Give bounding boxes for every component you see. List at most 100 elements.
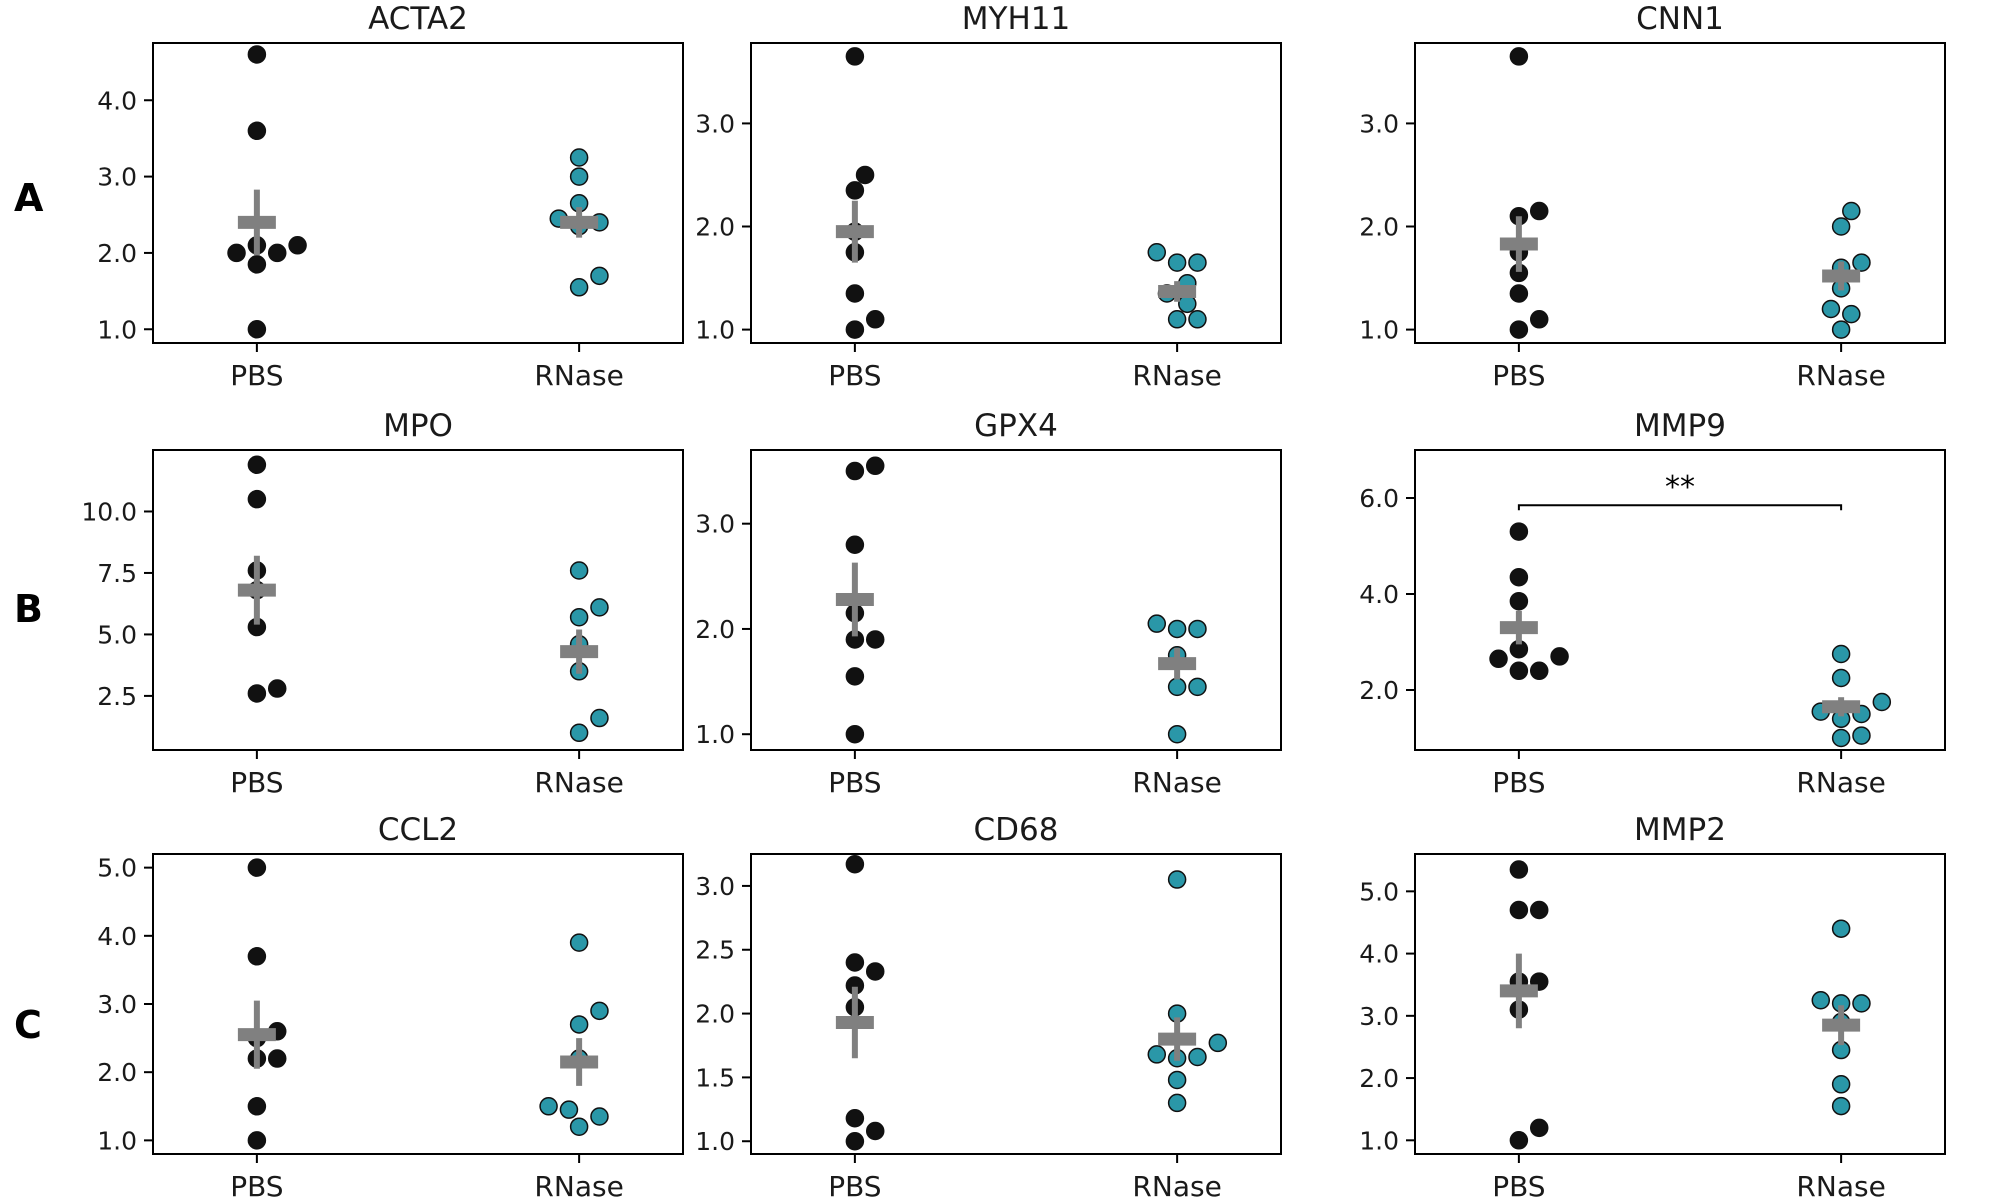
point-gpx4-rnase-4 [1167,677,1187,697]
point-mmp2-rnase-7 [1831,1096,1851,1116]
point-cd68-pbs-2 [865,962,885,981]
y-tick-label-mpo-3: 10.0 [81,497,137,526]
point-gpx4-pbs-7 [845,724,865,744]
plot-frame-myh11 [750,42,1282,344]
point-ccl2-rnase-6 [590,1107,609,1126]
point-cd68-pbs-1 [845,953,865,972]
point-myh11-pbs-1 [855,165,875,185]
panel-title-gpx4: GPX4 [974,408,1058,444]
y-tick-label-myh11-0: 1.0 [695,316,735,345]
point-acta2-rnase-7 [569,278,589,297]
point-mpo-pbs-1 [247,489,267,509]
point-gpx4-pbs-2 [845,535,865,554]
point-acta2-pbs-3 [288,236,307,255]
point-mmp9-pbs-7 [1529,661,1549,681]
point-ccl2-rnase-7 [569,1117,589,1136]
y-tick-label-acta2-2: 3.0 [97,163,137,192]
point-mpo-pbs-6 [247,684,267,703]
y-tick-label-mpo-2: 7.5 [97,559,137,588]
x-tick-label-acta2-1: RNase [534,359,623,392]
row-labels: A B C [14,176,44,1047]
x-tick-label-gpx4-1: RNase [1132,766,1221,799]
point-cd68-rnase-2 [1208,1033,1228,1053]
point-acta2-rnase-0 [569,148,589,167]
point-cnn1-rnase-1 [1831,217,1851,236]
point-ccl2-pbs-5 [267,1049,287,1068]
point-ccl2-rnase-1 [590,1001,609,1021]
y-tick-label-mmp2-0: 1.0 [1359,1126,1399,1155]
point-mpo-rnase-5 [590,708,609,728]
point-cnn1-rnase-2 [1852,253,1871,272]
plot-frame-mmp2 [1414,853,1946,1155]
point-mmp9-rnase-2 [1872,692,1892,712]
plot-frame-mmp9 [1414,449,1946,751]
point-acta2-pbs-5 [227,243,246,263]
panel-title-myh11: MYH11 [962,1,1070,37]
point-myh11-rnase-6 [1167,310,1187,329]
y-tick-label-cd68-2: 2.0 [695,1000,735,1029]
point-mmp2-pbs-6 [1529,1118,1549,1138]
y-tick-label-mmp9-1: 4.0 [1359,580,1399,609]
panel-title-ccl2: CCL2 [378,812,458,848]
x-tick-label-gpx4-0: PBS [828,766,881,799]
x-tick-label-mmp2-1: RNase [1796,1170,1885,1200]
x-tick-label-ccl2-1: RNase [534,1170,623,1200]
point-cd68-rnase-4 [1188,1047,1207,1067]
point-mmp9-pbs-6 [1509,661,1529,681]
point-gpx4-rnase-5 [1188,677,1207,697]
y-tick-label-cd68-4: 3.0 [695,872,735,901]
point-mmp2-pbs-7 [1509,1131,1529,1150]
x-tick-label-myh11-1: RNase [1132,359,1221,392]
y-tick-label-cd68-3: 2.5 [695,936,735,965]
point-mmp2-rnase-6 [1831,1075,1851,1094]
y-tick-label-cd68-0: 1.0 [695,1127,735,1156]
point-cd68-rnase-0 [1167,870,1187,889]
point-mpo-rnase-6 [569,723,589,743]
y-tick-label-cd68-1: 1.5 [695,1063,735,1092]
panel-ccl2: CCL2 1.0 2.0 3.0 4.0 5.0 PBS RNase [97,812,684,1200]
point-ccl2-pbs-6 [247,1097,267,1116]
point-cnn1-pbs-1 [1529,201,1549,221]
point-gpx4-pbs-6 [845,667,865,686]
point-acta2-pbs-6 [247,255,267,274]
point-mmp9-rnase-6 [1852,726,1871,745]
point-mmp9-rnase-0 [1831,644,1851,664]
point-acta2-pbs-7 [247,320,267,339]
point-acta2-pbs-1 [247,121,267,141]
point-myh11-rnase-0 [1147,243,1167,262]
y-tick-label-mmp2-4: 5.0 [1359,877,1399,906]
plot-frame-gpx4 [750,449,1282,751]
x-tick-label-mpo-0: PBS [230,766,283,799]
point-mmp9-rnase-7 [1831,728,1851,748]
x-tick-label-mmp9-0: PBS [1492,766,1545,799]
point-gpx4-pbs-5 [865,630,885,649]
significance-label-mmp9: ** [1665,470,1695,505]
panel-acta2: ACTA2 1.0 2.0 3.0 4.0 PBS RNase [97,1,684,392]
y-tick-label-ccl2-1: 2.0 [97,1058,137,1087]
point-mmp2-rnase-0 [1831,919,1851,938]
point-gpx4-rnase-1 [1167,619,1187,639]
y-tick-label-mmp2-3: 4.0 [1359,940,1399,969]
plot-frame-acta2 [152,42,684,344]
x-tick-label-cnn1-1: RNase [1796,359,1885,392]
y-tick-label-gpx4-1: 2.0 [695,615,735,644]
y-tick-label-acta2-0: 1.0 [97,315,137,344]
y-tick-label-acta2-3: 4.0 [97,86,137,115]
point-mmp9-pbs-0 [1509,522,1529,541]
significance-bracket-mmp9 [1517,504,1843,511]
x-tick-label-cd68-1: RNase [1132,1170,1221,1200]
point-mmp2-rnase-1 [1811,991,1831,1010]
panel-title-mpo: MPO [383,408,453,444]
panel-mpo: MPO 2.5 5.0 7.5 10.0 PBS RNase [81,408,684,799]
point-cd68-rnase-6 [1167,1070,1187,1090]
y-tick-label-cnn1-0: 1.0 [1359,316,1399,345]
y-tick-label-gpx4-2: 3.0 [695,510,735,539]
point-cnn1-pbs-5 [1509,284,1529,303]
x-tick-label-myh11-0: PBS [828,359,881,392]
point-myh11-pbs-5 [845,284,865,303]
point-gpx4-rnase-6 [1167,724,1187,744]
y-tick-label-ccl2-0: 1.0 [97,1126,137,1155]
point-cd68-rnase-7 [1167,1093,1187,1113]
point-mpo-rnase-2 [569,607,589,627]
y-tick-label-myh11-2: 3.0 [695,109,735,138]
